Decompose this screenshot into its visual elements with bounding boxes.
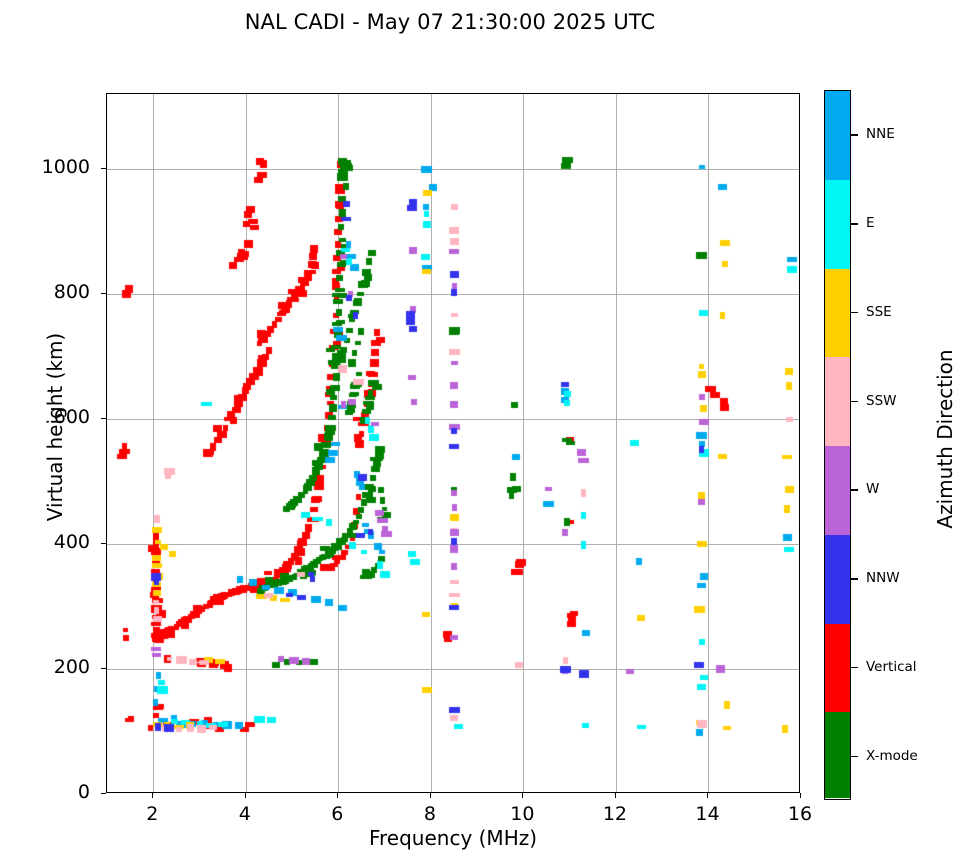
colorbar-tick bbox=[851, 666, 858, 669]
x-tick-label: 10 bbox=[510, 803, 535, 825]
x-tick-label: 12 bbox=[602, 803, 628, 825]
y-tick bbox=[101, 418, 106, 419]
colorbar-segment-sse bbox=[825, 268, 850, 358]
plot-area[interactable] bbox=[106, 93, 801, 794]
x-tick-label: 6 bbox=[331, 803, 344, 825]
x-tick bbox=[800, 793, 801, 798]
x-tick bbox=[522, 793, 524, 798]
colorbar-label-x-mode: X-mode bbox=[866, 747, 918, 764]
colorbar-segment-e bbox=[825, 179, 850, 269]
x-tick bbox=[614, 793, 616, 798]
x-tick bbox=[244, 793, 246, 798]
x-tick-label: 16 bbox=[787, 803, 813, 825]
colorbar-label-e: E bbox=[866, 215, 875, 232]
colorbar-label-sse: SSE bbox=[866, 303, 892, 320]
colorbar-segment-nne bbox=[825, 91, 850, 180]
colorbar-label-ssw: SSW bbox=[866, 392, 897, 409]
colorbar-label-vertical: Vertical bbox=[866, 658, 917, 675]
x-tick-label: 2 bbox=[146, 803, 159, 825]
colorbar-segment-ssw bbox=[825, 357, 850, 446]
colorbar-segment-vertical bbox=[825, 623, 850, 713]
y-tick-label: 800 bbox=[53, 281, 90, 303]
colorbar-label: Azimuth Direction bbox=[933, 349, 957, 529]
x-axis-label: Frequency (MHz) bbox=[368, 826, 538, 850]
y-tick bbox=[101, 293, 106, 294]
x-tick bbox=[152, 793, 154, 798]
colorbar-label-nnw: NNW bbox=[866, 570, 900, 587]
colorbar-tick bbox=[851, 489, 858, 491]
page-title: NAL CADI - May 07 21:30:00 2025 UTC bbox=[244, 10, 656, 34]
colorbar-segment-nnw bbox=[825, 534, 850, 624]
x-tick bbox=[429, 793, 431, 798]
colorbar-tick bbox=[851, 400, 858, 403]
colorbar-label-nne: NNE bbox=[866, 126, 895, 143]
y-tick-label: 400 bbox=[53, 531, 90, 553]
y-tick bbox=[101, 793, 106, 794]
y-tick bbox=[101, 168, 106, 169]
colorbar-tick bbox=[851, 578, 858, 580]
colorbar-segment-w bbox=[825, 446, 850, 535]
y-tick bbox=[101, 668, 106, 669]
colorbar bbox=[824, 90, 851, 800]
colorbar-tick bbox=[851, 223, 858, 225]
y-tick-label: 0 bbox=[77, 781, 90, 803]
x-tick-label: 4 bbox=[238, 803, 251, 825]
y-axis-label: Virtual height (km) bbox=[43, 332, 67, 522]
y-tick-label: 1000 bbox=[41, 156, 90, 178]
y-tick-label: 600 bbox=[53, 406, 90, 428]
ionogram-scatter-canvas bbox=[107, 94, 801, 794]
y-tick-label: 200 bbox=[53, 656, 90, 678]
colorbar-segment-x-mode bbox=[825, 712, 850, 799]
x-tick-label: 8 bbox=[423, 803, 436, 825]
x-tick-label: 14 bbox=[695, 803, 720, 825]
x-tick bbox=[707, 793, 709, 798]
x-tick bbox=[337, 793, 339, 798]
colorbar-tick bbox=[851, 755, 858, 758]
y-tick bbox=[101, 543, 106, 544]
colorbar-tick bbox=[851, 311, 858, 314]
colorbar-label-w: W bbox=[866, 481, 880, 498]
colorbar-tick bbox=[851, 134, 858, 136]
